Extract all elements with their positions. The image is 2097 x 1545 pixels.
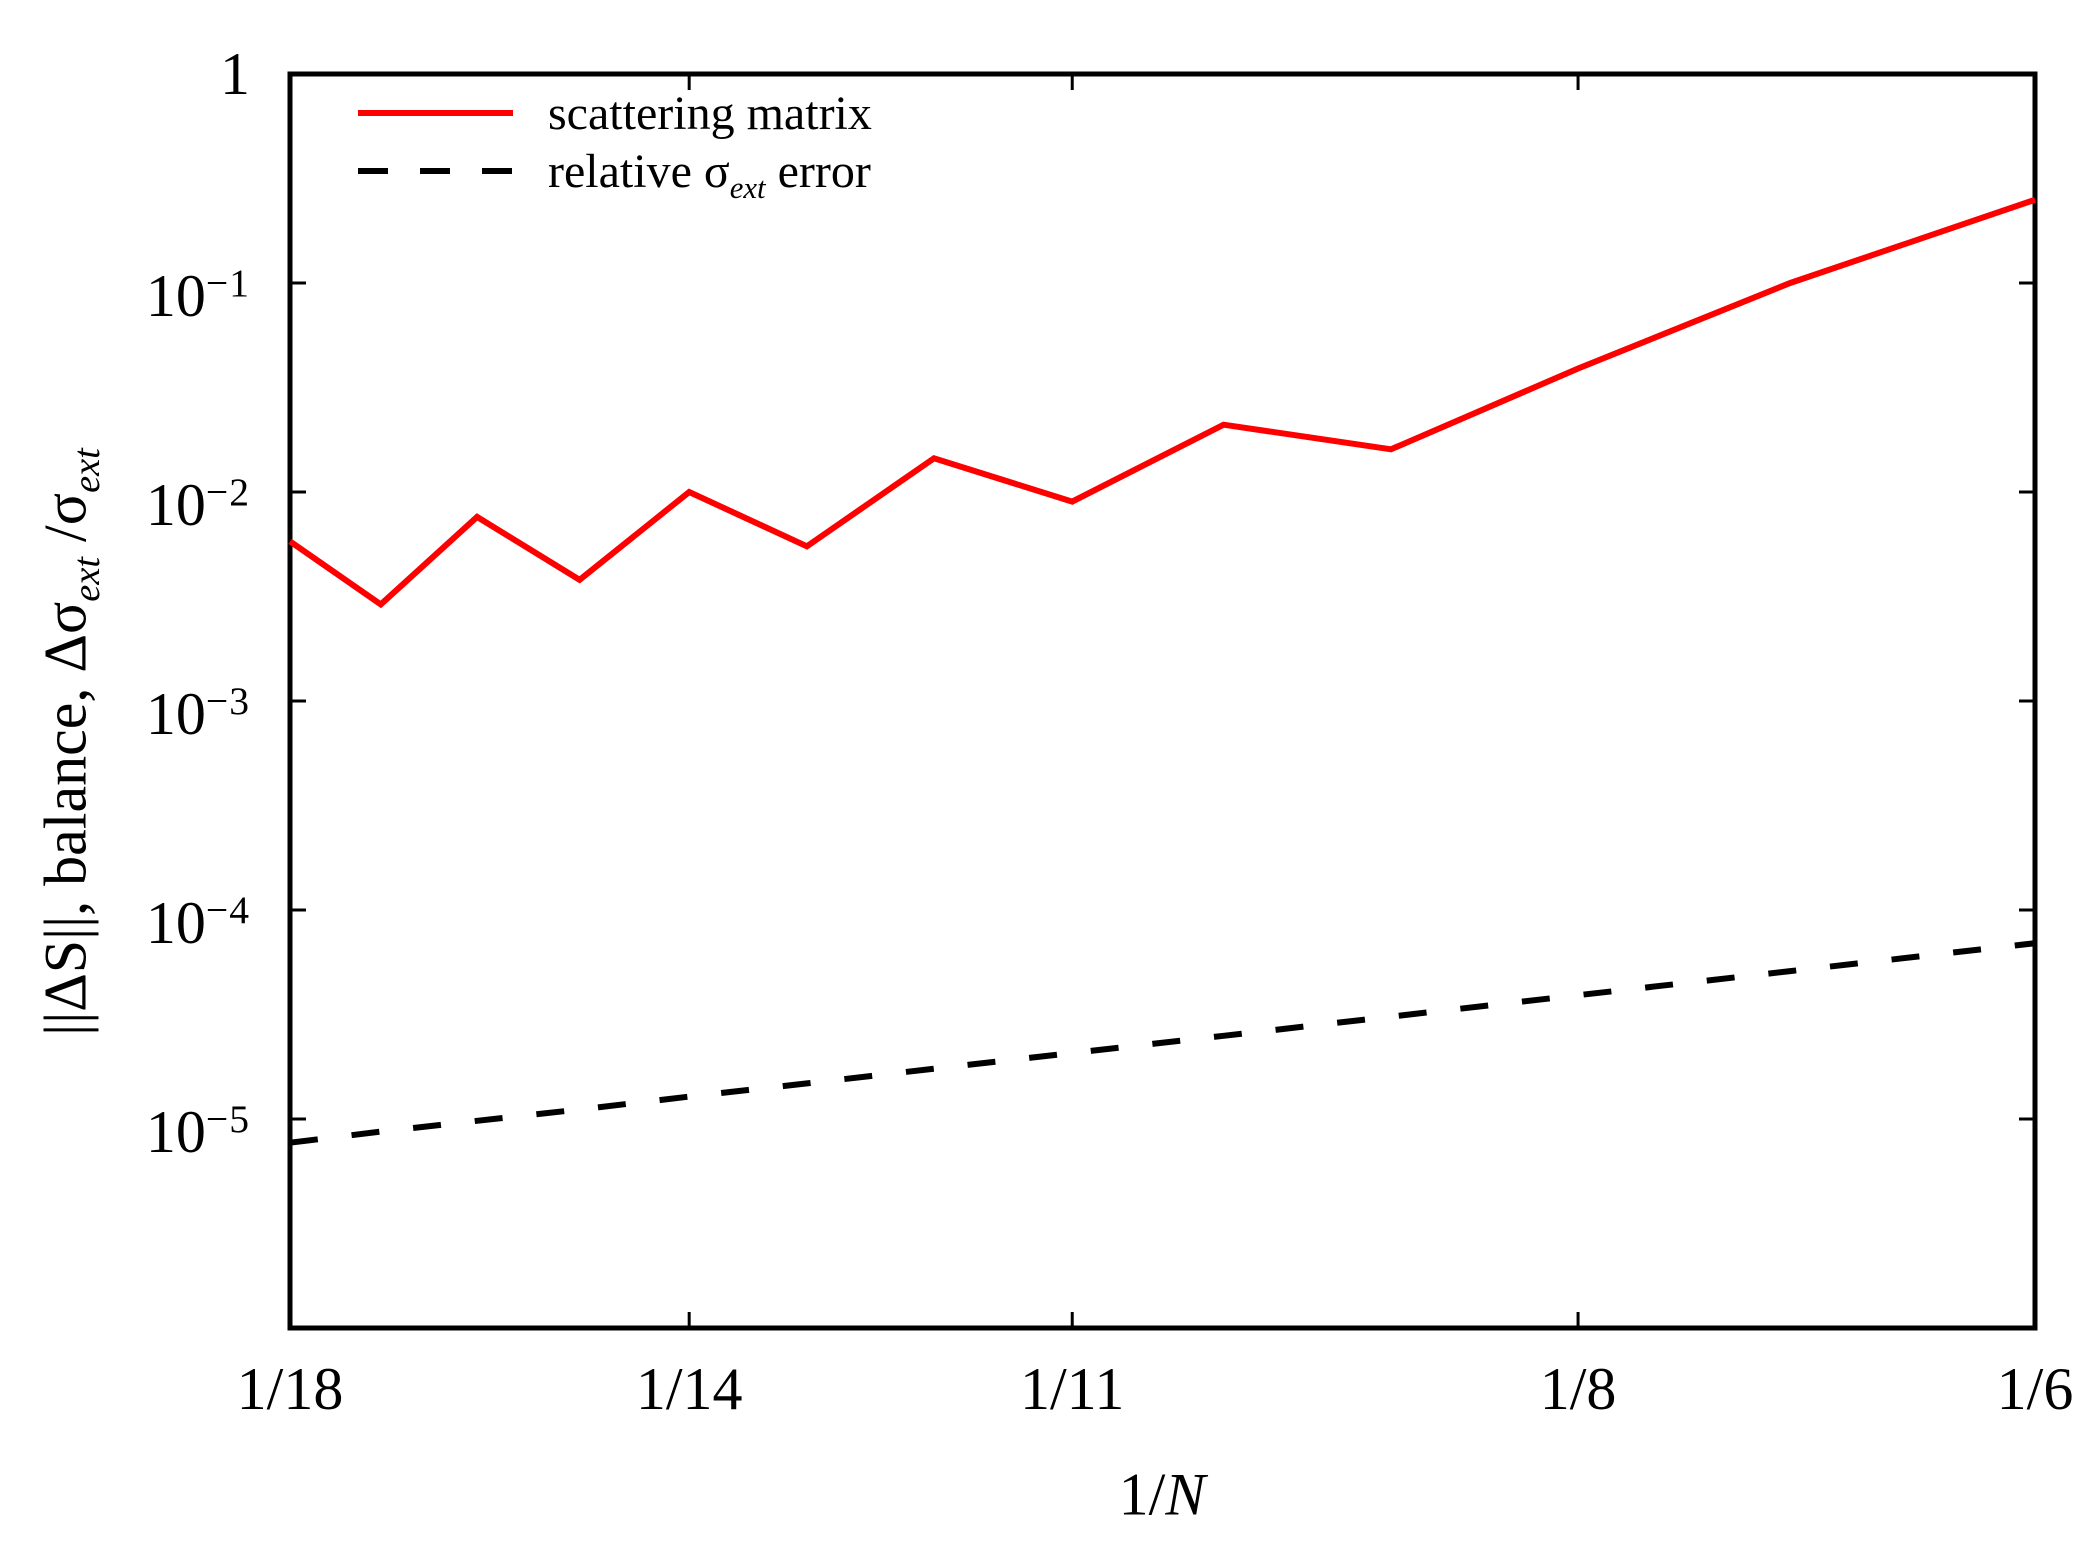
label-segment: ext	[729, 170, 766, 205]
label-segment: 1/	[1118, 1461, 1166, 1528]
y-tick-label: 1	[220, 41, 250, 107]
legend-line-dashed-icon	[358, 168, 513, 174]
x-tick-label: 1/18	[236, 1356, 344, 1422]
label-segment: ext	[65, 556, 108, 602]
label-segment: ext	[65, 448, 108, 493]
plot-border	[287, 71, 2038, 1331]
y-axis-label: ||ΔS||, balance, Δσext /σext	[32, 448, 108, 1036]
y-tick-label: 10−2	[145, 470, 250, 538]
legend-entry-relative-error: relative σext error	[358, 142, 872, 203]
label-segment: error	[765, 144, 871, 198]
legend: scattering matrix relative σext error	[358, 84, 872, 203]
label-segment: N	[1165, 1461, 1206, 1528]
label-segment: relative σ	[548, 144, 730, 198]
x-axis-label: 1/N	[1119, 1461, 1206, 1530]
x-tick-label: 1/8	[1539, 1356, 1617, 1422]
y-tick-label: 10−1	[145, 261, 250, 329]
series-relative-error	[289, 940, 2036, 1146]
label-segment: ||ΔS||, balance, Δσ	[32, 601, 99, 1036]
legend-line-solid-icon	[358, 110, 513, 116]
x-tick-label: 1/14	[635, 1356, 743, 1422]
y-tick-label: 10−4	[145, 888, 250, 956]
legend-entry-scattering-matrix: scattering matrix	[358, 84, 872, 142]
legend-label-scattering-matrix: scattering matrix	[548, 86, 872, 141]
x-tick-label: 1/11	[1019, 1356, 1125, 1422]
legend-label-relative-error: relative σext error	[548, 144, 871, 203]
y-tick-label: 10−5	[145, 1097, 250, 1165]
x-tick-label: 1/6	[1996, 1356, 2074, 1422]
y-tick-label: 10−3	[145, 679, 250, 747]
label-segment: scattering matrix	[548, 86, 872, 140]
series-scattering-matrix	[288, 196, 2036, 609]
label-segment: /σ	[32, 492, 99, 557]
